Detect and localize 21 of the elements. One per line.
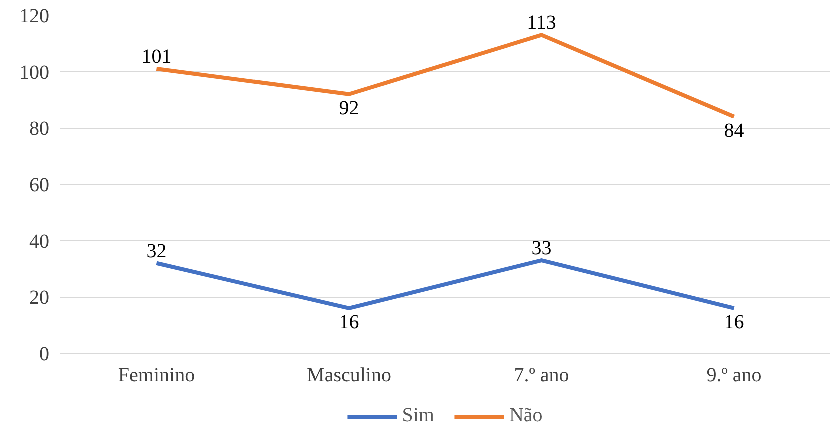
data-label: 101 xyxy=(142,46,172,68)
y-tick-label: 20 xyxy=(30,287,50,310)
data-label: 16 xyxy=(724,311,744,334)
data-label: 32 xyxy=(146,240,167,262)
legend-label: Não xyxy=(509,404,543,428)
x-tick-label: 7.º ano xyxy=(514,364,570,386)
y-tick-label: 120 xyxy=(20,6,50,28)
y-tick-label: 0 xyxy=(40,344,50,366)
y-tick-label: 100 xyxy=(20,62,50,84)
y-tick-label: 60 xyxy=(30,174,50,196)
x-tick-label: Feminino xyxy=(118,364,196,386)
y-tick-label: 80 xyxy=(30,118,50,140)
x-tick-label: 9.º ano xyxy=(706,364,762,386)
legend-label: Sim xyxy=(402,404,434,428)
data-label: 33 xyxy=(532,238,552,260)
data-label: 113 xyxy=(527,12,556,34)
data-label: 16 xyxy=(339,311,360,334)
y-tick-label: 40 xyxy=(30,230,50,253)
data-label: 84 xyxy=(724,120,744,142)
x-tick-label: Masculino xyxy=(307,364,392,386)
data-label: 92 xyxy=(339,97,360,120)
